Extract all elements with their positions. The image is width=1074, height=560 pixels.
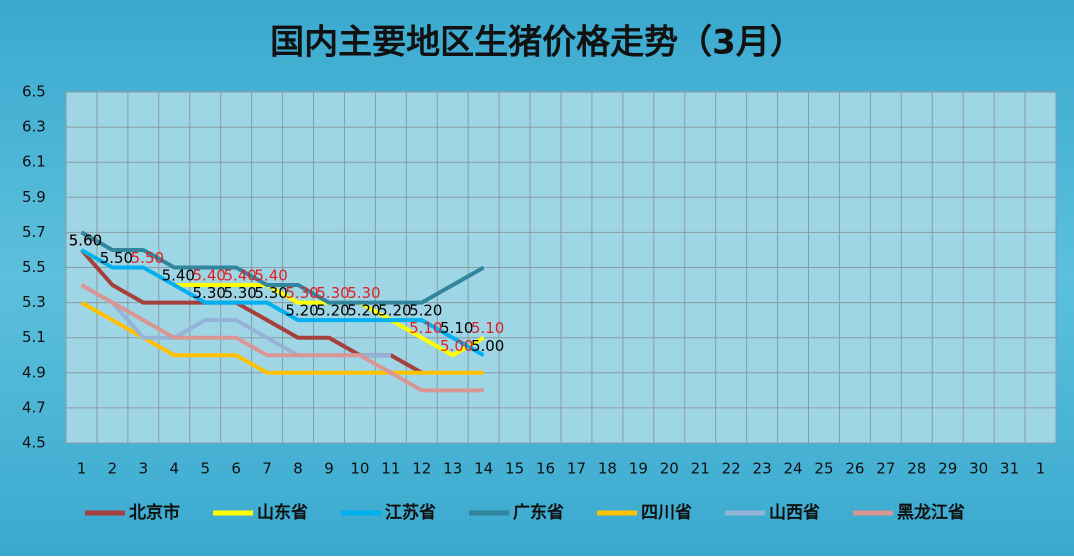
data-label: 5.30 bbox=[285, 284, 318, 302]
x-tick-label: 8 bbox=[293, 460, 303, 478]
x-tick-label: 16 bbox=[536, 460, 555, 478]
data-label: 5.60 bbox=[69, 231, 102, 249]
x-tick-label: 28 bbox=[907, 460, 926, 478]
x-tick-label: 23 bbox=[753, 460, 772, 478]
x-tick-label: 1 bbox=[77, 460, 87, 478]
y-tick-label: 4.7 bbox=[22, 398, 46, 416]
data-label: 5.10 bbox=[471, 319, 504, 337]
legend-label: 山东省 bbox=[257, 502, 308, 523]
data-label: 5.30 bbox=[193, 284, 226, 302]
x-tick-label: 24 bbox=[783, 460, 802, 478]
x-tick-label: 18 bbox=[598, 460, 617, 478]
x-tick-label: 12 bbox=[412, 460, 431, 478]
legend-label: 江苏省 bbox=[385, 502, 436, 523]
data-label: 5.20 bbox=[316, 302, 349, 320]
x-tick-label: 29 bbox=[938, 460, 957, 478]
data-label: 5.30 bbox=[223, 284, 256, 302]
x-tick-label: 15 bbox=[505, 460, 524, 478]
data-label: 5.30 bbox=[254, 284, 287, 302]
data-label: 5.10 bbox=[440, 319, 473, 337]
x-tick-label: 20 bbox=[660, 460, 679, 478]
y-tick-label: 5.7 bbox=[22, 223, 46, 241]
data-label: 5.30 bbox=[347, 284, 380, 302]
data-label: 5.40 bbox=[223, 267, 256, 285]
y-tick-label: 6.5 bbox=[22, 83, 46, 101]
x-tick-label: 6 bbox=[231, 460, 241, 478]
series-line bbox=[80, 300, 484, 375]
data-label: 5.50 bbox=[100, 249, 133, 267]
legend-label: 北京市 bbox=[129, 502, 180, 523]
y-tick-label: 4.9 bbox=[22, 363, 46, 381]
y-tick-label: 5.5 bbox=[22, 258, 46, 276]
data-label: 5.30 bbox=[316, 284, 349, 302]
y-tick-label: 5.1 bbox=[22, 328, 46, 346]
x-tick-label: 22 bbox=[722, 460, 741, 478]
y-tick-label: 6.1 bbox=[22, 153, 46, 171]
series-line bbox=[80, 248, 485, 357]
data-label: 5.40 bbox=[254, 267, 287, 285]
x-tick-label: 21 bbox=[691, 460, 710, 478]
y-tick-label: 4.5 bbox=[22, 434, 46, 452]
data-label: 5.60 bbox=[69, 231, 102, 249]
y-tick-label: 6.3 bbox=[22, 118, 46, 136]
x-tick-label: 14 bbox=[474, 460, 493, 478]
data-label: 5.40 bbox=[162, 267, 195, 285]
x-tick-label: 1 bbox=[1036, 460, 1046, 478]
x-tick-label: 5 bbox=[200, 460, 210, 478]
x-tick-label: 9 bbox=[324, 460, 334, 478]
data-label: 5.20 bbox=[409, 302, 442, 320]
x-tick-label: 11 bbox=[381, 460, 400, 478]
y-tick-label: 5.3 bbox=[22, 293, 46, 311]
data-label: 5.40 bbox=[193, 267, 226, 285]
x-tick-label: 26 bbox=[845, 460, 864, 478]
data-label: 5.20 bbox=[347, 302, 380, 320]
x-tick-label: 25 bbox=[814, 460, 833, 478]
legend-label: 黑龙江省 bbox=[897, 502, 965, 523]
data-label: 5.00 bbox=[440, 337, 473, 355]
x-tick-label: 31 bbox=[1000, 460, 1019, 478]
x-tick-label: 4 bbox=[170, 460, 180, 478]
x-tick-label: 17 bbox=[567, 460, 586, 478]
x-tick-label: 3 bbox=[139, 460, 149, 478]
x-tick-label: 30 bbox=[969, 460, 988, 478]
data-label: 5.00 bbox=[471, 337, 504, 355]
data-label: 5.20 bbox=[378, 302, 411, 320]
chart-title: 国内主要地区生猪价格走势（3月） bbox=[270, 23, 804, 63]
legend-label: 广东省 bbox=[513, 502, 564, 523]
series-line bbox=[80, 283, 484, 393]
data-label: 5.10 bbox=[409, 319, 442, 337]
data-label: 5.20 bbox=[285, 302, 318, 320]
y-tick-label: 5.9 bbox=[22, 188, 46, 206]
data-label: 5.50 bbox=[131, 249, 164, 267]
x-tick-label: 13 bbox=[443, 460, 462, 478]
x-tick-label: 7 bbox=[262, 460, 272, 478]
legend-label: 四川省 bbox=[641, 502, 692, 523]
x-tick-label: 2 bbox=[108, 460, 118, 478]
x-tick-label: 10 bbox=[350, 460, 369, 478]
legend-label: 山西省 bbox=[769, 502, 820, 523]
series-line bbox=[80, 230, 485, 305]
x-tick-label: 27 bbox=[876, 460, 895, 478]
x-tick-label: 19 bbox=[629, 460, 648, 478]
